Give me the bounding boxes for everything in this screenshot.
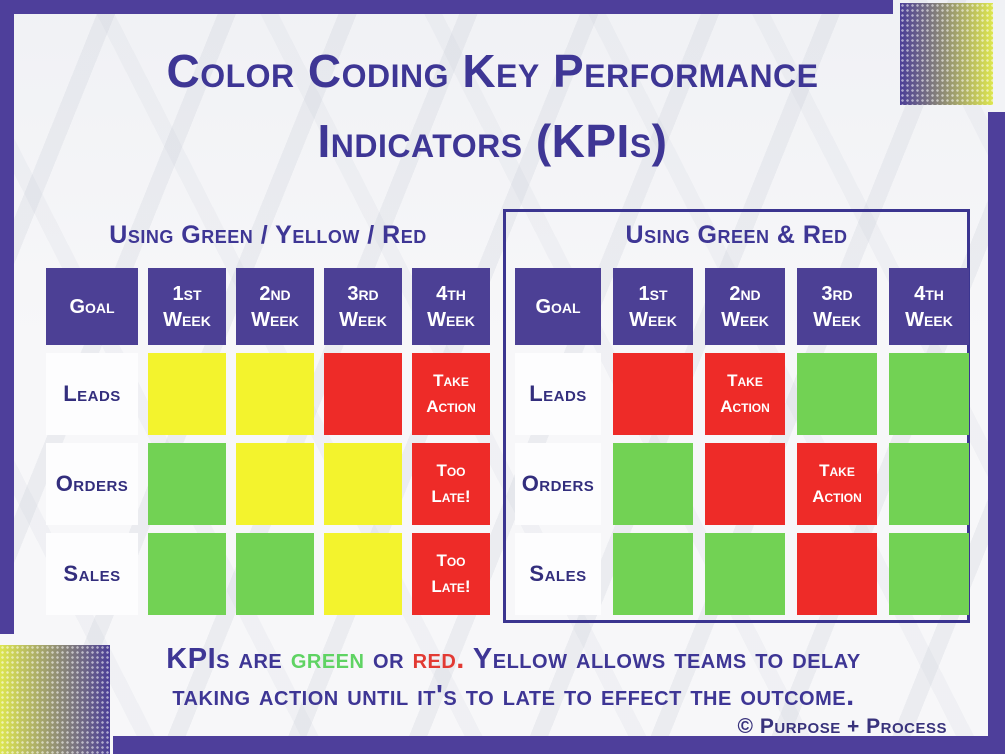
- column-header: 4th Week: [412, 268, 490, 345]
- column-header: 1st Week: [148, 268, 226, 345]
- status-cell-yellow: [324, 443, 402, 525]
- status-cell-yellow: [324, 533, 402, 615]
- top-border-bar: [0, 0, 893, 14]
- page-title: Color Coding Key Performance Indicators …: [0, 36, 985, 176]
- right-border-bar: [988, 112, 1005, 754]
- status-cell-red: [613, 353, 693, 435]
- title-line-1: Color Coding Key Performance: [166, 45, 819, 97]
- footer-text-part: KPIs are: [166, 643, 291, 675]
- status-cell-green: [236, 533, 314, 615]
- row-label: Leads: [46, 353, 138, 435]
- gradient-square-bottom-left: [0, 645, 110, 754]
- kpi-table-green-red: Goal 1st Week 2nd Week 3rd Week 4th Week Lead…: [515, 268, 969, 615]
- left-border-bar: [0, 0, 14, 634]
- status-cell-green: [613, 533, 693, 615]
- status-cell-red: Too Late!: [412, 533, 490, 615]
- row-label: Orders: [46, 443, 138, 525]
- right-table-caption: Using Green & Red: [625, 221, 848, 249]
- status-cell-green: [613, 443, 693, 525]
- status-cell-green: [889, 443, 969, 525]
- column-header: Goal: [515, 268, 601, 345]
- bottom-border-bar: [113, 736, 1005, 754]
- status-cell-yellow: [148, 353, 226, 435]
- status-cell-red: Take Action: [705, 353, 785, 435]
- status-cell-red: Take Action: [412, 353, 490, 435]
- footer-line-1: KPIs are green or red. Yellow allows tea…: [50, 641, 977, 678]
- green-word: green: [290, 643, 365, 675]
- footer-line-2: taking action until it's to late to effe…: [172, 680, 855, 712]
- column-header: Goal: [46, 268, 138, 345]
- footer-text-part: Yellow allows teams to delay: [464, 643, 861, 675]
- status-cell-red: [705, 443, 785, 525]
- column-header: 3rd Week: [797, 268, 877, 345]
- credit-line: © Purpose + Process: [737, 715, 947, 738]
- status-cell-green: [148, 443, 226, 525]
- column-header: 3rd Week: [324, 268, 402, 345]
- status-cell-red: Take Action: [797, 443, 877, 525]
- status-cell-green: [889, 533, 969, 615]
- kpi-table-green-yellow-red: Goal 1st Week 2nd Week 3rd Week 4th Week Lead…: [46, 268, 490, 615]
- status-cell-red: [797, 533, 877, 615]
- status-cell-yellow: [236, 353, 314, 435]
- status-cell-green: [889, 353, 969, 435]
- left-table-caption: Using Green / Yellow / Red: [109, 221, 427, 249]
- row-label: Sales: [46, 533, 138, 615]
- title-line-2: Indicators (KPIs): [317, 115, 668, 167]
- footer-note: KPIs are green or red. Yellow allows tea…: [50, 641, 977, 715]
- status-cell-green: [705, 533, 785, 615]
- gradient-square-top-right: [900, 3, 993, 105]
- column-header: 2nd Week: [236, 268, 314, 345]
- status-cell-red: Too Late!: [412, 443, 490, 525]
- column-header: 4th Week: [889, 268, 969, 345]
- status-cell-green: [148, 533, 226, 615]
- status-cell-yellow: [236, 443, 314, 525]
- footer-text-part: or: [364, 643, 413, 675]
- column-header: 1st Week: [613, 268, 693, 345]
- red-word: red.: [412, 643, 465, 675]
- column-header: 2nd Week: [705, 268, 785, 345]
- row-label: Orders: [515, 443, 601, 525]
- row-label: Leads: [515, 353, 601, 435]
- status-cell-green: [797, 353, 877, 435]
- row-label: Sales: [515, 533, 601, 615]
- status-cell-red: [324, 353, 402, 435]
